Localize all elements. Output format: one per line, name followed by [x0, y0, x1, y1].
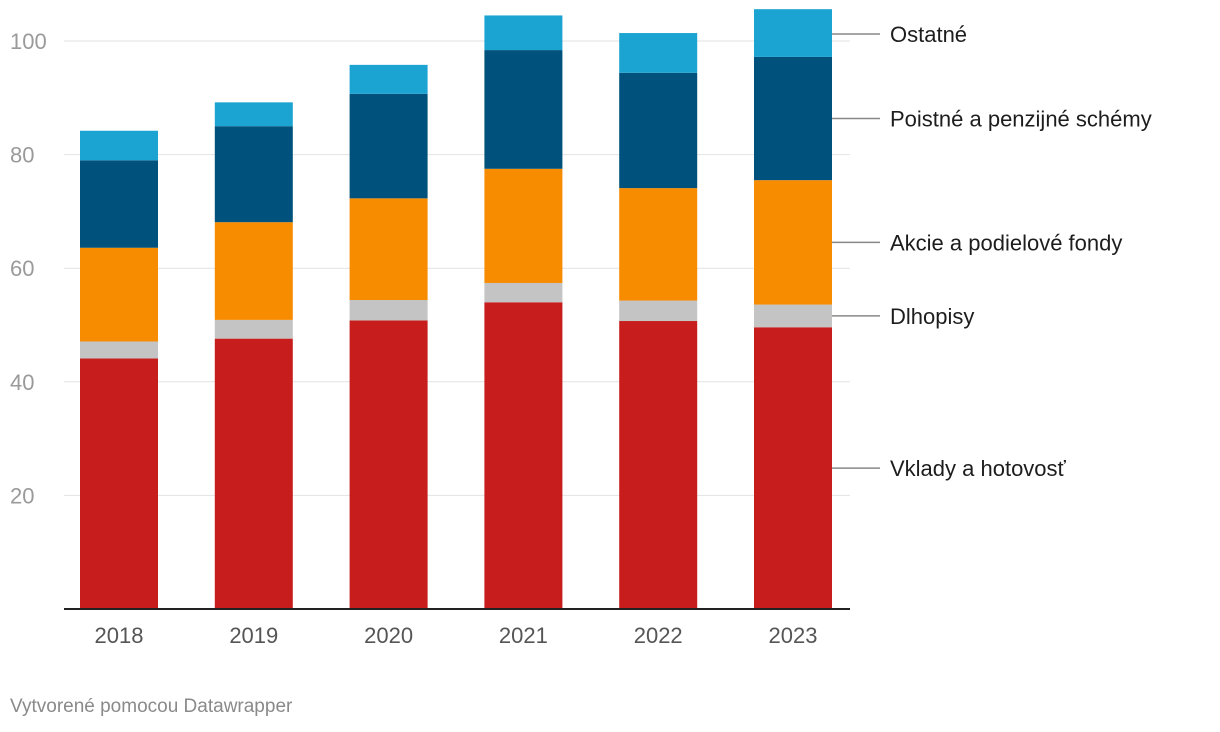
x-tick-label-2019: 2019 [229, 623, 278, 648]
x-tick-label-2023: 2023 [769, 623, 818, 648]
bar-2019-series-3 [214, 126, 293, 223]
bar-2020-series-2 [349, 198, 428, 301]
legend-label-2: Akcie a podielové fondy [890, 230, 1122, 255]
y-tick-label-80: 80 [10, 143, 34, 168]
x-tick-label-2018: 2018 [95, 623, 144, 648]
bar-2021-series-3 [484, 50, 563, 169]
bar-2020-series-0 [349, 320, 428, 609]
legend: Vklady a hotovosť Dlhopisy Akcie a podielo… [832, 22, 1152, 481]
bar-2019-series-0 [214, 338, 293, 609]
y-axis-ticks: 20 40 60 80 100 [10, 29, 47, 508]
bar-2022-series-0 [619, 321, 698, 609]
footer-credit: Vytvorené pomocou Datawrapper [10, 696, 293, 717]
bar-2022-series-3 [619, 72, 698, 189]
bar-2020-series-3 [349, 93, 428, 199]
legend-label-4: Ostatné [890, 22, 967, 47]
bar-2018-series-4 [80, 130, 158, 161]
y-tick-label-40: 40 [10, 370, 34, 395]
bar-2018-series-2 [80, 247, 158, 342]
bar-2023-series-1 [754, 304, 832, 328]
bar-2022-series-4 [619, 33, 698, 73]
bar-2021-series-4 [484, 15, 563, 51]
bar-2019-series-1 [214, 319, 293, 339]
legend-label-3: Poistné a penzijné schémy [890, 107, 1152, 132]
bar-2023-series-0 [754, 327, 832, 609]
y-tick-label-20: 20 [10, 483, 34, 508]
x-axis-labels: 2018 2019 2020 2021 2022 2023 [95, 623, 818, 648]
y-tick-label-60: 60 [10, 256, 34, 281]
bar-2023-series-4 [754, 9, 832, 57]
bar-2020-series-4 [349, 64, 428, 94]
bar-2023-series-3 [754, 56, 832, 181]
bar-2022-series-1 [619, 300, 698, 322]
bar-2020-series-1 [349, 300, 428, 321]
bar-2018-series-0 [80, 358, 158, 609]
bar-2022-series-2 [619, 188, 698, 301]
x-tick-label-2020: 2020 [364, 623, 413, 648]
bar-2018-series-1 [80, 341, 158, 359]
x-tick-label-2022: 2022 [634, 623, 683, 648]
bar-2021-series-0 [484, 302, 563, 609]
gridlines [64, 40, 850, 496]
bar-2023-series-2 [754, 180, 832, 305]
x-tick-label-2021: 2021 [499, 623, 548, 648]
bar-2019-series-4 [214, 102, 293, 127]
bar-2021-series-1 [484, 282, 563, 303]
bars [80, 9, 832, 609]
bar-2018-series-3 [80, 160, 158, 248]
bar-2019-series-2 [214, 222, 293, 320]
bar-2021-series-2 [484, 168, 563, 283]
stacked-bar-chart: 20 40 60 80 100 2018 2019 2020 2021 2022 2023 Vkl… [10, 9, 1152, 648]
legend-label-1: Dlhopisy [890, 304, 974, 329]
legend-label-0: Vklady a hotovosť [890, 456, 1067, 481]
y-tick-label-100: 100 [10, 29, 47, 54]
